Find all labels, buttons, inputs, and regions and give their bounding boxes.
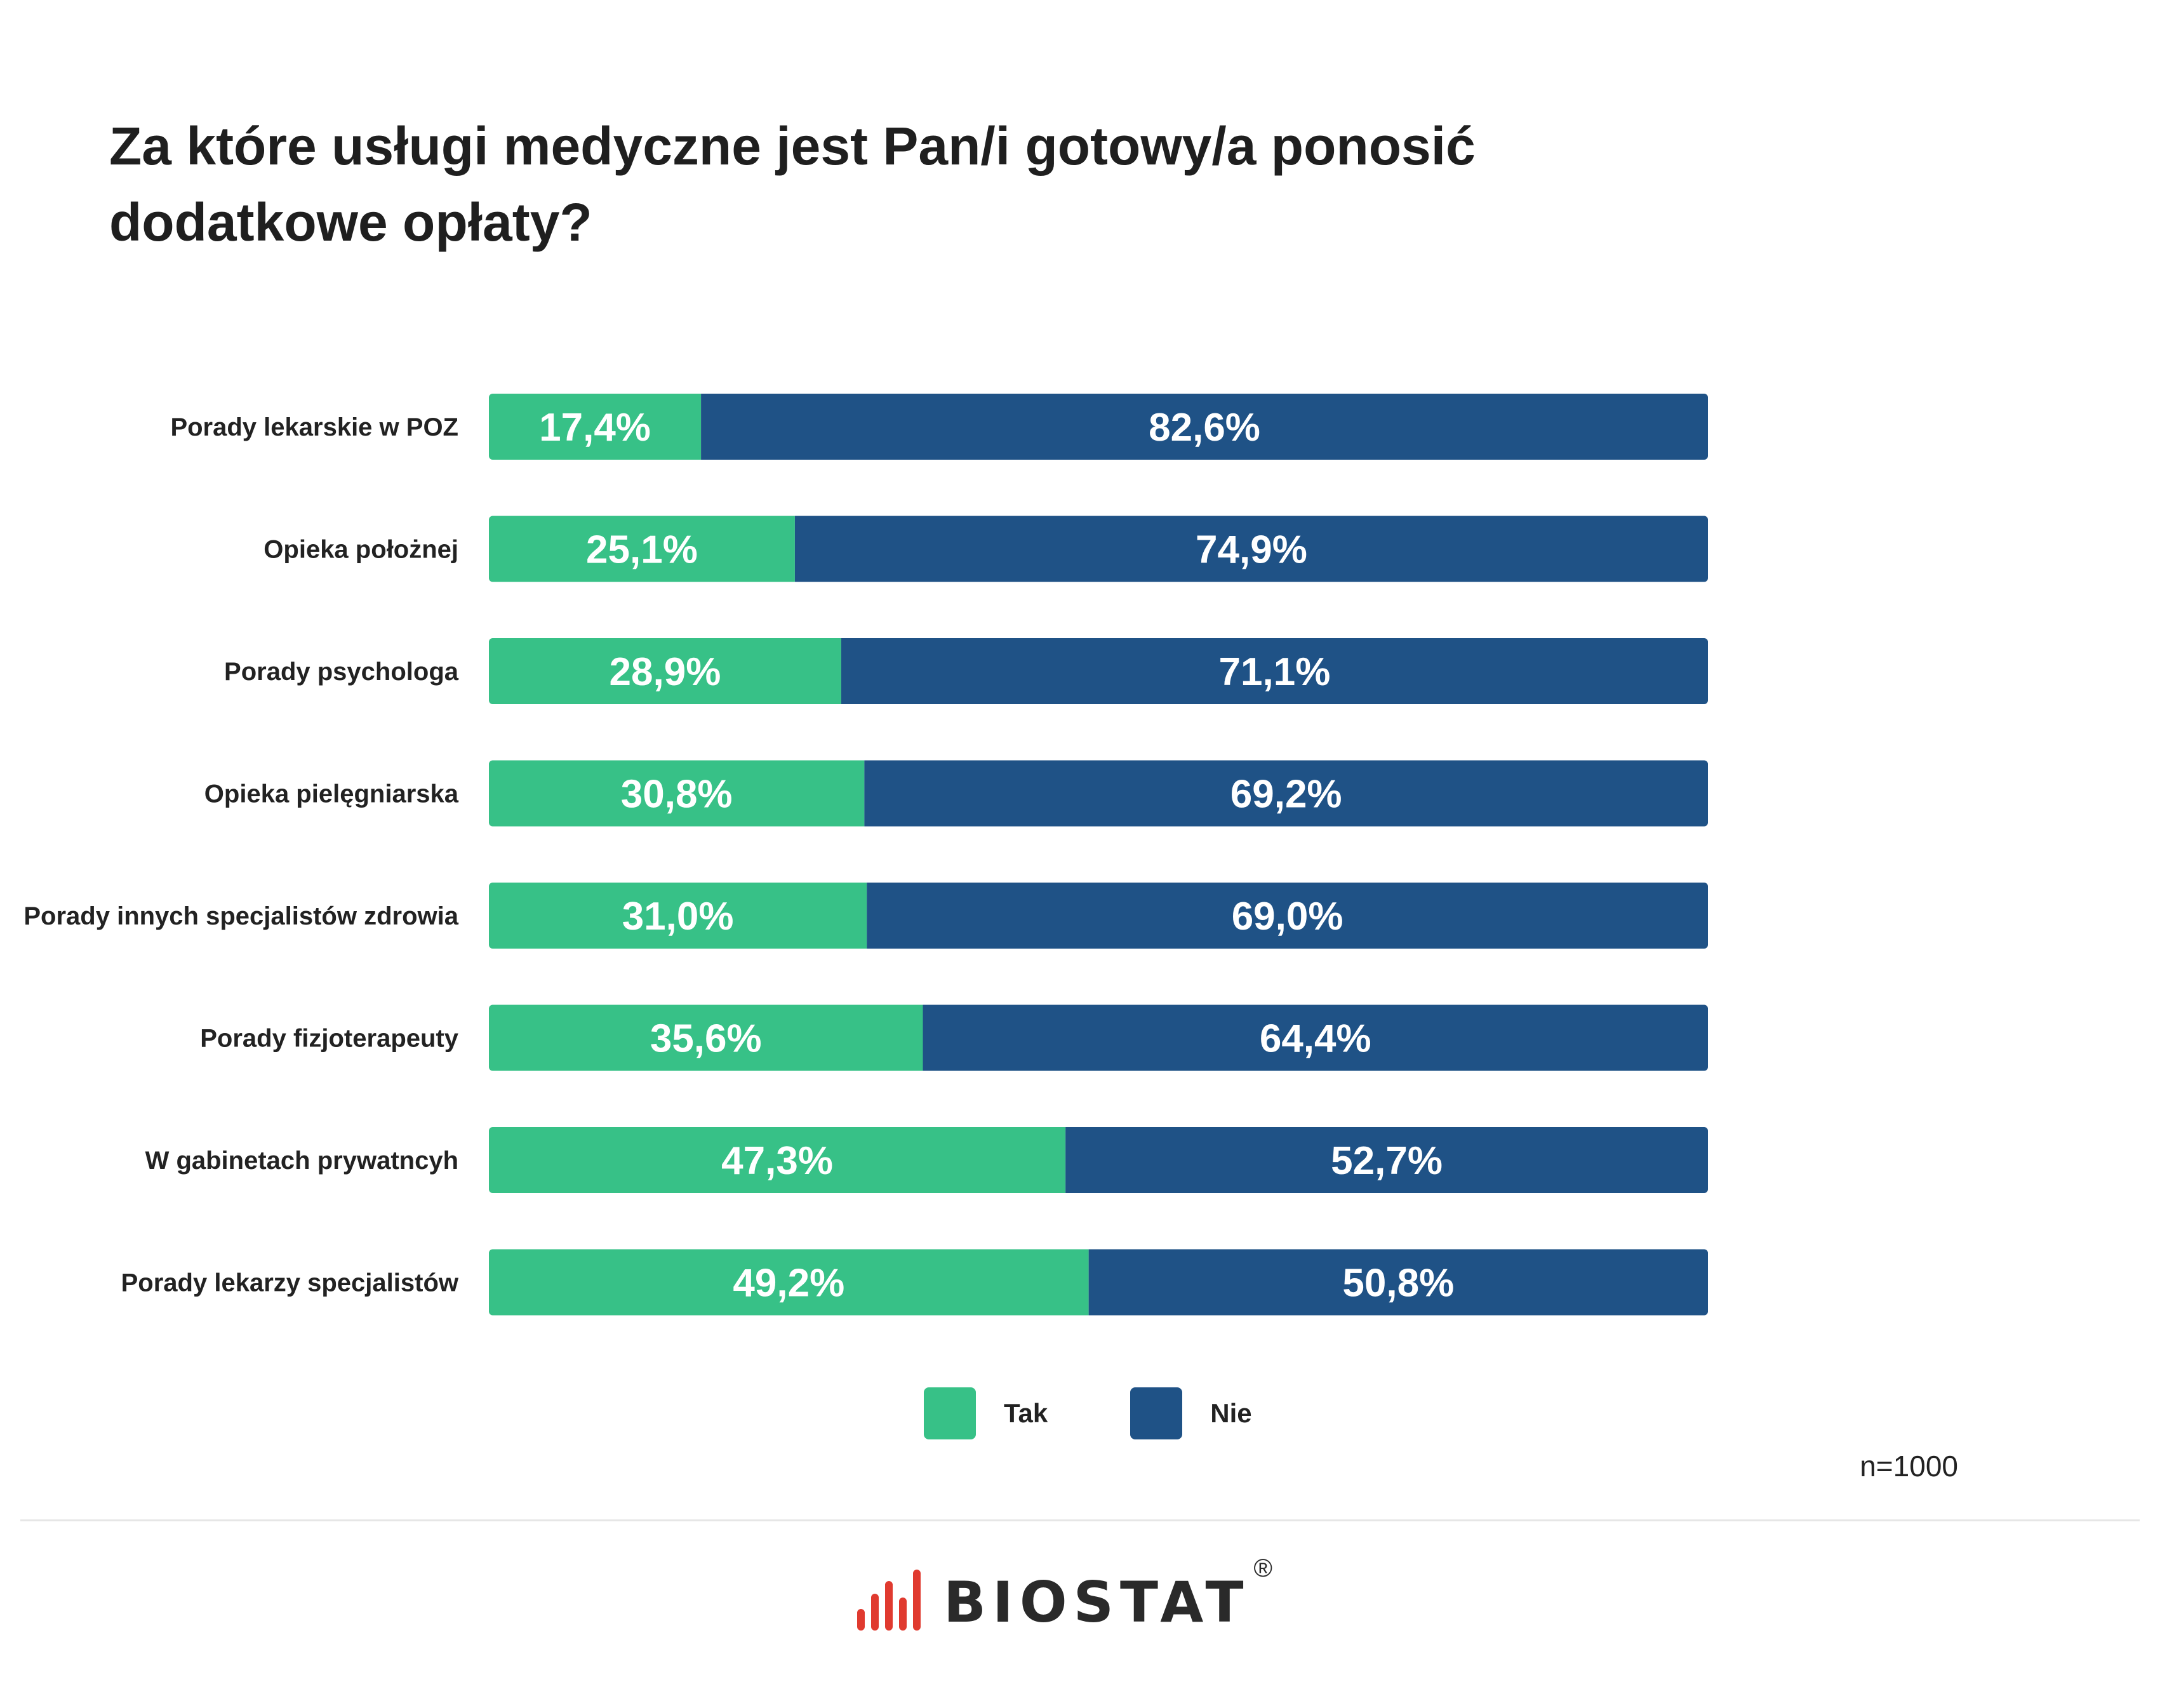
bar-tak <box>489 1127 1066 1193</box>
data-label: 30,8% <box>621 773 733 817</box>
data-label: 50,8% <box>1342 1262 1454 1305</box>
bar-nie <box>841 638 1708 704</box>
legend-label-tak: Tak <box>1004 1398 1048 1428</box>
bar-nie <box>701 394 1708 460</box>
data-label: 25,1% <box>586 528 698 572</box>
brand-name: BIOSTAT <box>943 1570 1250 1635</box>
data-label: 47,3% <box>721 1139 833 1183</box>
sample-size-note: n=1000 <box>1860 1450 1958 1483</box>
bar-nie <box>923 1004 1708 1071</box>
data-label: 52,7% <box>1331 1139 1443 1183</box>
bar-tak <box>489 883 867 949</box>
bar-tak <box>489 516 795 582</box>
chart-legend: Tak Nie <box>924 1387 1335 1439</box>
bar-row <box>489 638 1708 704</box>
data-label: 69,0% <box>1232 895 1343 938</box>
category-label: Opieka położnej <box>263 536 458 564</box>
bar-nie <box>1088 1249 1708 1316</box>
category-label: Porady innych specjalistów zdrowia <box>23 902 458 930</box>
data-label: 74,9% <box>1196 528 1307 572</box>
data-label: 82,6% <box>1149 406 1260 450</box>
bar-row <box>489 1004 1708 1071</box>
bar-tak <box>489 760 865 827</box>
bar-tak <box>489 638 841 704</box>
data-label: 71,1% <box>1219 650 1331 694</box>
brand-logo: BIOSTAT ® <box>857 1554 1272 1635</box>
bar-tak <box>489 394 702 460</box>
legend-label-nie: Nie <box>1210 1398 1252 1428</box>
category-label: Porady fizjoterapeuty <box>200 1025 459 1053</box>
registered-mark: ® <box>1253 1554 1272 1582</box>
data-label: 69,2% <box>1230 773 1342 817</box>
data-label: 49,2% <box>733 1262 844 1305</box>
bar-row <box>489 516 1708 582</box>
category-label: Opieka pielęgniarska <box>204 780 459 808</box>
footer-divider <box>20 1519 2140 1521</box>
legend-item-tak: Tak <box>924 1387 1048 1439</box>
bar-nie <box>864 760 1708 827</box>
data-label: 31,0% <box>622 895 734 938</box>
legend-swatch-tak <box>924 1387 976 1439</box>
bar-row <box>489 883 1708 949</box>
bar-row <box>489 760 1708 827</box>
category-label: Porady lekarzy specjalistów <box>121 1269 459 1297</box>
bar-row <box>489 1249 1708 1316</box>
category-label: Porady lekarskie w POZ <box>170 413 458 441</box>
bar-tak <box>489 1249 1089 1316</box>
bar-nie <box>867 883 1708 949</box>
data-label: 64,4% <box>1260 1017 1371 1061</box>
bar-row <box>489 394 1708 460</box>
bar-chart-icon <box>857 1567 927 1631</box>
bar-row <box>489 1127 1708 1193</box>
bar-nie <box>794 516 1708 582</box>
category-label: Porady psychologa <box>224 658 459 686</box>
bar-tak <box>489 1004 923 1071</box>
category-label: W gabinetach prywatncyh <box>145 1147 458 1175</box>
data-label: 28,9% <box>610 650 721 694</box>
bar-nie <box>1065 1127 1708 1193</box>
legend-item-nie: Nie <box>1130 1387 1252 1439</box>
legend-swatch-nie <box>1130 1387 1183 1439</box>
data-label: 35,6% <box>650 1017 762 1061</box>
data-label: 17,4% <box>539 406 651 450</box>
chart-title: Za które usługi medyczne jest Pan/i goto… <box>109 116 1476 252</box>
